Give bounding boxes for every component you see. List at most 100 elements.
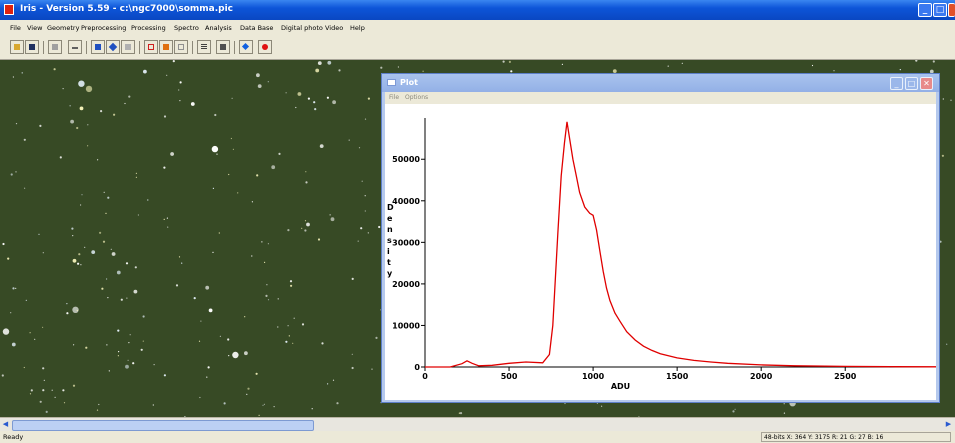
star [172,60,175,63]
save-button[interactable] [25,40,39,54]
star [211,145,219,153]
menu-digital-photo[interactable]: Digital photo [281,24,323,32]
compare-button[interactable] [68,40,82,54]
menu-video[interactable]: Video [325,24,344,32]
star [113,113,116,116]
star [134,266,137,269]
star [267,299,270,301]
x-tick-label: 500 [501,372,518,381]
app-icon [4,4,14,15]
star [10,173,13,176]
star [91,250,96,255]
menu-help[interactable]: Help [350,24,365,32]
camera-button[interactable] [216,40,230,54]
toolbar-separator [192,41,193,54]
y-tick-label: 30000 [392,238,420,247]
scroll-left-arrow-icon[interactable]: ◀ [2,420,9,428]
star [100,110,103,113]
star [295,106,297,109]
plot-minimize-button[interactable]: _ [890,77,903,90]
list-button[interactable] [197,40,211,54]
menu-analysis[interactable]: Analysis [205,24,232,32]
plot-menu-options[interactable]: Options [405,94,429,101]
y-axis-label-letter: e [387,214,393,223]
star [166,74,168,76]
orange-frame-button[interactable] [159,40,173,54]
star [77,262,80,265]
menu-bar: File View Geometry Preprocessing Process… [0,20,955,38]
y-axis-label-letter: D [387,203,394,212]
x-tick-label: 2000 [750,372,773,381]
maximize-button[interactable]: □ [933,3,947,17]
star [140,348,143,351]
menu-file[interactable]: File [10,24,21,32]
menu-spectro[interactable]: Spectro [174,24,199,32]
star [367,97,370,100]
star [228,355,230,357]
menu-preprocessing[interactable]: Preprocessing [81,24,127,32]
star [133,289,138,294]
star [62,389,65,392]
star [73,344,75,346]
star [317,238,321,241]
minimize-button[interactable]: _ [918,3,932,17]
star [397,66,399,68]
star [231,97,233,99]
menu-processing[interactable]: Processing [131,24,166,32]
star [667,65,669,67]
plot-menu-file[interactable]: File [389,94,400,101]
title-bar: Iris - Version 5.59 - c:\ngc7000\somma.p… [0,0,955,20]
undo-button[interactable] [48,40,62,54]
x-axis-label: ADU [611,382,630,391]
red-frame-button[interactable] [144,40,158,54]
plot-close-button[interactable]: ✕ [920,77,933,90]
star [190,102,195,106]
star [251,201,253,203]
star [137,214,139,216]
menu-database[interactable]: Data Base [240,24,274,32]
star [1,374,4,377]
star [612,69,617,73]
star [380,66,383,69]
star [87,124,89,126]
menu-view[interactable]: View [27,24,43,32]
y-tick-label: 40000 [392,197,420,206]
star [76,309,78,312]
y-axis-label-letter: y [387,269,393,278]
gray-frame-button[interactable] [174,40,188,54]
x-tick-label: 1000 [582,372,605,381]
star [378,225,381,229]
y-axis-label-letter: s [387,236,392,245]
move-button[interactable] [106,40,120,54]
plot-maximize-button[interactable]: □ [905,77,918,90]
open-button[interactable] [10,40,24,54]
star [29,393,32,395]
star [10,312,12,314]
star [273,406,275,408]
star [321,342,324,345]
close-button[interactable] [948,3,955,17]
star [305,181,308,184]
horizontal-scrollbar[interactable]: ◀ ▶ [0,417,955,432]
scroll-right-arrow-icon[interactable]: ▶ [945,420,952,428]
star [207,366,210,369]
blue-diamond-button[interactable] [239,40,253,54]
star [256,174,259,177]
grid-button[interactable] [91,40,105,54]
star [458,412,460,414]
lock-button[interactable] [121,40,135,54]
star [184,416,186,417]
red-dot-button[interactable] [258,40,272,54]
star [126,297,128,299]
plot-title-bar[interactable]: Plot _ □ ✕ [382,74,939,92]
star [199,396,201,399]
scrollbar-thumb[interactable] [12,420,314,431]
star [247,387,250,390]
star [80,204,82,206]
star [216,153,218,155]
star [811,64,814,67]
star [11,342,16,347]
star [117,329,120,332]
star [110,248,112,250]
menu-geometry[interactable]: Geometry [47,24,80,32]
